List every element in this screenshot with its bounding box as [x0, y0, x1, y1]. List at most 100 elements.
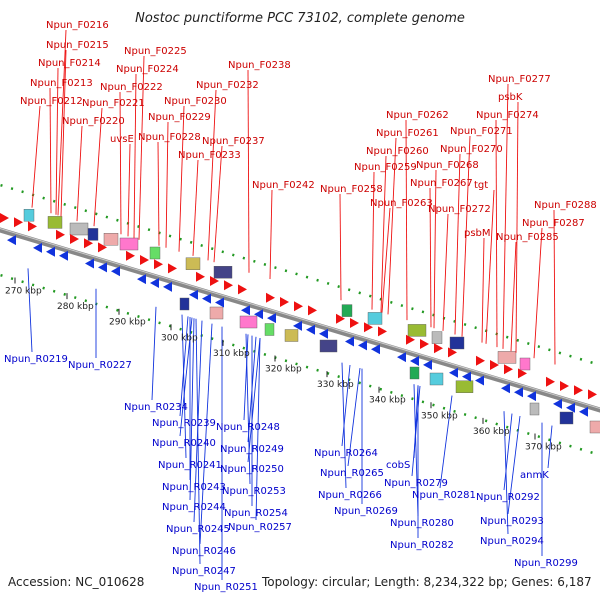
forward-gene-block: [519, 357, 531, 371]
scale-tick-label: 300 kbp: [161, 333, 198, 343]
scale-tick-label: 350 kbp: [421, 411, 458, 421]
forward-gene-label: Npun_F0287: [522, 218, 585, 229]
reverse-gene-block: [179, 297, 190, 311]
reverse-gene-label: Npun_R0239: [152, 418, 216, 429]
forward-leader-line: [461, 135, 471, 337]
forward-leader-line: [60, 49, 67, 217]
forward-gene-label: Npun_F0268: [416, 160, 479, 171]
reverse-gene-label: cobS: [386, 460, 410, 471]
reverse-gene-label: Npun_R0294: [480, 536, 544, 547]
forward-gene-block: [87, 228, 99, 241]
forward-leader-line: [165, 121, 169, 248]
reverse-gene-label: Npun_R0253: [222, 486, 286, 497]
genome-backbone-highlight: [0, 227, 600, 410]
forward-gene-label: Npun_F0212: [20, 96, 83, 107]
forward-gene-label: Npun_F0277: [488, 74, 551, 85]
reverse-gene-label: Npun_R0266: [318, 490, 382, 501]
forward-gene-arrow: [490, 360, 499, 370]
forward-leader-line: [213, 145, 223, 263]
forward-gene-label: Npun_F0229: [148, 112, 211, 123]
reverse-gene-label: anmK: [520, 470, 549, 481]
forward-gene-label: Npun_F0215: [46, 40, 109, 51]
forward-leader-line: [247, 69, 250, 273]
forward-gene-block: [341, 304, 353, 317]
forward-gene-label: Npun_F0214: [38, 58, 101, 69]
forward-gene-block: [47, 216, 63, 229]
reverse-gene-label: Npun_R0240: [152, 438, 216, 449]
forward-gene-arrow: [84, 238, 93, 249]
reverse-gene-arrow: [566, 402, 575, 413]
forward-gene-arrow: [98, 242, 107, 253]
forward-gene-label: Npun_F0238: [228, 60, 291, 71]
forward-gene-block: [497, 351, 517, 364]
forward-leader-line: [553, 209, 556, 365]
forward-leader-line: [454, 153, 461, 335]
reverse-gene-label: Npun_R0257: [228, 522, 292, 533]
reverse-gene-arrow: [33, 242, 42, 253]
accession-text: Accession: NC_010628: [8, 575, 144, 589]
forward-gene-block: [449, 336, 465, 350]
forward-gene-label: Npun_F0224: [116, 64, 179, 75]
reverse-gene-arrow: [319, 328, 328, 339]
forward-gene-arrow: [154, 259, 163, 270]
forward-gene-block: [185, 257, 201, 270]
reverse-gene-label: Npun_R0241: [158, 460, 222, 471]
forward-gene-arrow: [238, 284, 247, 295]
reverse-gene-label: Npun_R0292: [476, 492, 540, 503]
forward-leader-line: [269, 189, 273, 280]
forward-leader-line: [495, 119, 498, 348]
reverse-gene-block: [559, 411, 574, 425]
reverse-gene-arrow: [553, 398, 562, 409]
reverse-leader-line: [243, 334, 249, 421]
forward-gene-block: [23, 208, 35, 222]
reverse-gene-arrow: [358, 340, 367, 351]
reverse-gene-arrow: [423, 359, 432, 370]
forward-gene-arrow: [504, 364, 513, 375]
reverse-gene-label: Npun_R0264: [314, 448, 378, 459]
reverse-gene-block: [455, 380, 474, 393]
genome-summary-text: Topology: circular; Length: 8,234,322 bp…: [261, 575, 592, 589]
forward-gene-block: [103, 232, 119, 246]
reverse-leader-line: [341, 362, 347, 489]
forward-leader-line: [119, 91, 122, 235]
forward-gene-label: Npun_F0232: [196, 80, 259, 91]
forward-leader-line: [442, 213, 449, 331]
genome-backbone: [0, 227, 600, 413]
forward-gene-arrow: [406, 334, 415, 345]
forward-gene-arrow: [476, 355, 485, 366]
forward-gene-block: [367, 312, 383, 325]
reverse-gene-label: Npun_R0250: [220, 464, 284, 475]
forward-gene-arrow: [14, 217, 23, 228]
forward-gene-label: Npun_F0213: [30, 78, 93, 89]
reverse-gene-arrow: [254, 309, 263, 320]
reverse-gene-label: Npun_R0251: [194, 582, 258, 593]
reverse-leader-line: [189, 318, 195, 501]
forward-gene-arrow: [196, 271, 205, 282]
forward-gene-label: Npun_F0258: [320, 184, 383, 195]
reverse-leader-line: [27, 268, 33, 353]
reverse-gene-arrow: [202, 293, 211, 304]
forward-gene-label: Npun_F0271: [450, 126, 513, 137]
reverse-gene-arrow: [345, 336, 354, 347]
reverse-gene-arrow: [410, 356, 419, 366]
reverse-gene-label: Npun_R0293: [480, 516, 544, 527]
reverse-leader-line: [507, 415, 521, 515]
forward-leader-line: [481, 237, 485, 343]
reverse-leader-line: [199, 323, 213, 545]
forward-gene-arrow: [266, 292, 275, 303]
reverse-leader-line: [255, 337, 261, 521]
forward-gene-arrow: [574, 385, 583, 396]
reverse-leader-line: [439, 395, 453, 489]
forward-leader-line: [127, 143, 131, 237]
reverse-gene-label: Npun_R0219: [4, 354, 68, 365]
reverse-gene-block: [264, 323, 275, 336]
reverse-gene-arrow: [371, 344, 380, 355]
forward-gene-arrow: [126, 250, 135, 261]
forward-leader-line: [510, 241, 517, 352]
forward-track-guide: [0, 183, 600, 367]
reverse-gene-arrow: [111, 266, 120, 277]
reverse-track-guide: [0, 273, 600, 457]
scale-tick-label: 280 kbp: [57, 302, 94, 312]
forward-leader-line: [381, 207, 391, 313]
